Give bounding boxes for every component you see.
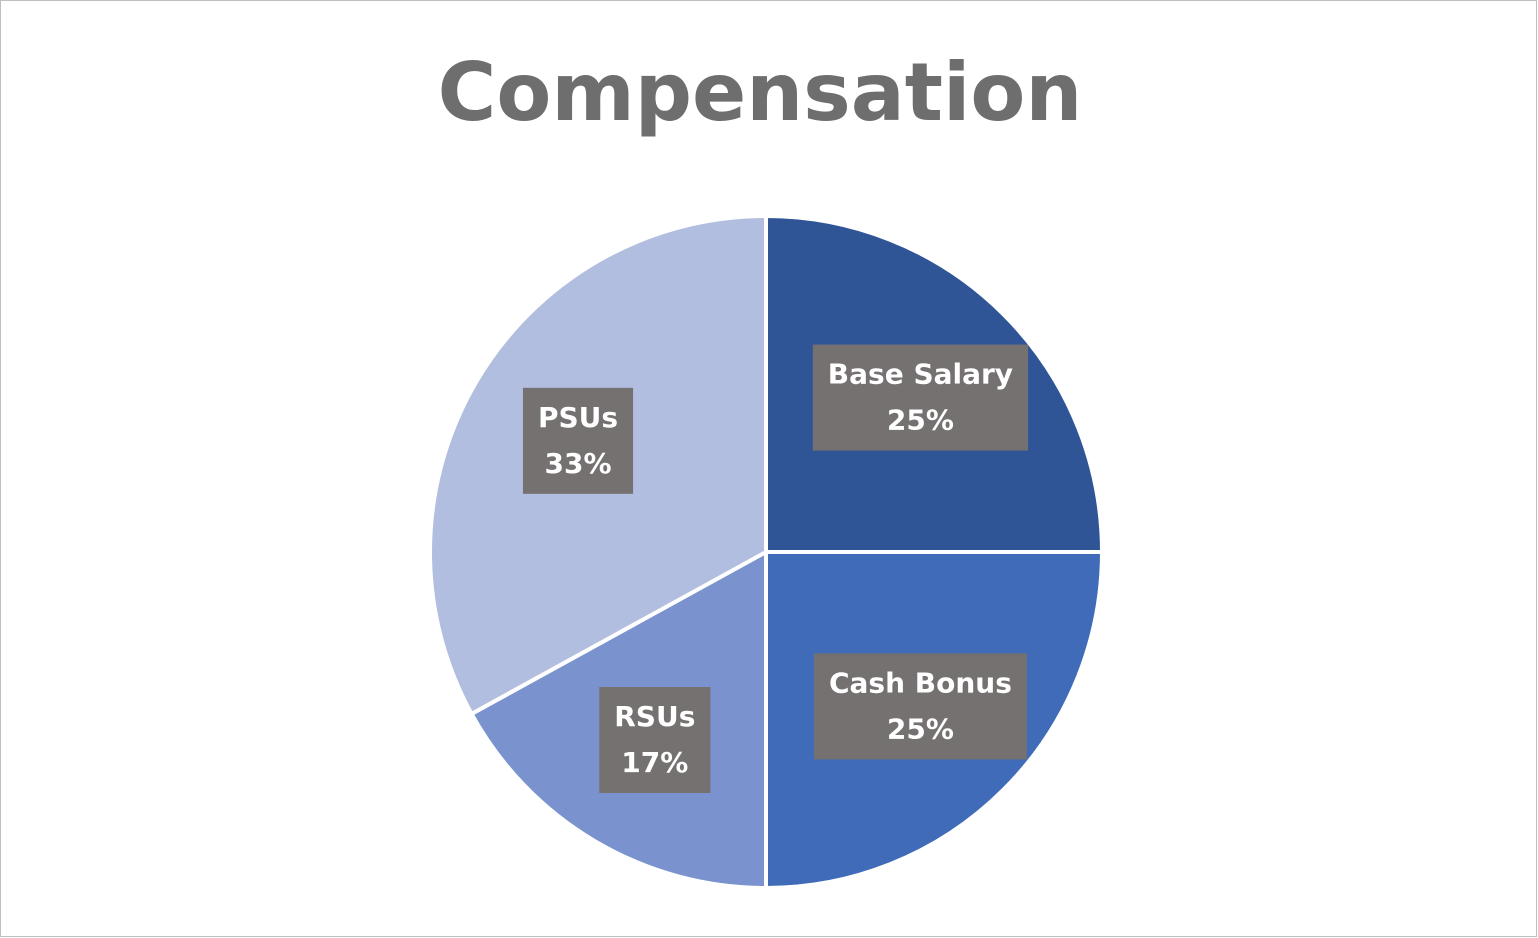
chart-title: Compensation xyxy=(438,46,1083,139)
data-label-name: Base Salary xyxy=(828,358,1013,391)
data-label: Cash Bonus 25% xyxy=(813,653,1027,760)
data-label-name: PSUs xyxy=(538,401,618,434)
data-label-box xyxy=(813,653,1027,760)
data-label-box xyxy=(522,387,634,494)
data-label-value: 17% xyxy=(621,746,688,779)
data-label-value: 33% xyxy=(544,447,611,480)
data-label: Base Salary 25% xyxy=(812,344,1029,451)
data-label-value: 25% xyxy=(887,404,954,437)
data-label-name: RSUs xyxy=(614,700,695,733)
data-label: RSUs 17% xyxy=(599,686,711,793)
data-label-value: 25% xyxy=(887,712,954,745)
data-label: PSUs 33% xyxy=(522,387,634,494)
data-label-name: Cash Bonus xyxy=(829,666,1012,699)
data-label-box xyxy=(599,686,711,793)
data-label-box xyxy=(812,344,1029,451)
